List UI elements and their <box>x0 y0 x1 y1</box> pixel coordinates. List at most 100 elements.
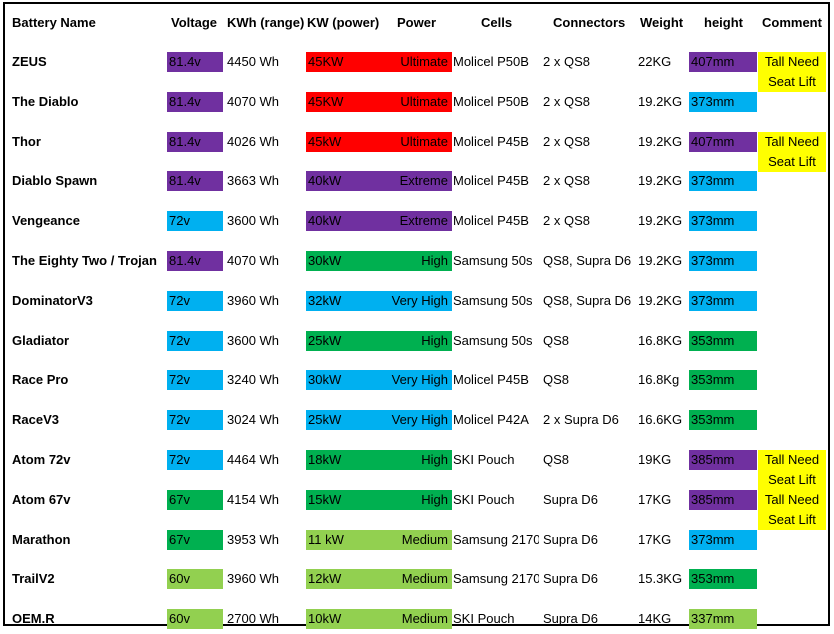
kw-cell: 30kW <box>308 372 342 387</box>
power-level-cell: Very High <box>391 412 448 427</box>
kw-cell: 12kW <box>308 571 342 586</box>
header-comment: Comment <box>762 15 822 30</box>
battery-spec-table: Battery Name Voltage KWh (range) KW (pow… <box>3 2 830 629</box>
kw-cell: 15kW <box>308 492 342 507</box>
voltage-cell: 81.4v <box>167 171 223 191</box>
table-row: Race Pro 72v 3240 Wh 30kW Very High Molicel P… <box>5 370 828 390</box>
weight-cell: 19KG <box>638 452 672 467</box>
weight-cell: 19.2KG <box>638 293 683 308</box>
power-level-cell: Very High <box>391 372 448 387</box>
power-band <box>306 52 452 72</box>
height-cell: 407mm <box>689 52 757 72</box>
power-band <box>306 569 452 589</box>
power-level-cell: Ultimate <box>400 134 448 149</box>
power-band <box>306 450 452 470</box>
kw-cell: 45kW <box>308 134 342 149</box>
power-band <box>306 211 452 231</box>
cells-cell: SKI Pouch <box>453 452 515 467</box>
header-battery-name: Battery Name <box>12 15 96 30</box>
table-row: Thor 81.4v 4026 Wh 45kW Ultimate Molicel P45B… <box>5 132 828 152</box>
power-level-cell: High <box>421 452 448 467</box>
kwh-cell: 4154 Wh <box>227 492 280 507</box>
weight-cell: 17KG <box>638 532 672 547</box>
table-row: RaceV3 72v 3024 Wh 25kW Very High Molicel P42… <box>5 410 828 430</box>
kwh-cell: 3024 Wh <box>227 412 280 427</box>
kwh-cell: 4450 Wh <box>227 54 280 69</box>
height-cell: 385mm <box>689 490 757 510</box>
voltage-cell: 81.4v <box>167 52 223 72</box>
battery-name-cell: Race Pro <box>12 372 69 387</box>
power-level-cell: High <box>421 492 448 507</box>
voltage-cell: 81.4v <box>167 92 223 112</box>
kw-cell: 40kW <box>308 213 342 228</box>
battery-name-cell: Atom 67v <box>12 492 71 507</box>
voltage-cell: 72v <box>167 450 223 470</box>
kw-cell: 45KW <box>308 54 344 69</box>
connectors-cell: Supra D6 <box>543 571 598 586</box>
kw-cell: 18kW <box>308 452 342 467</box>
connectors-cell: 2 x QS8 <box>543 173 590 188</box>
connectors-cell: QS8 <box>543 333 570 348</box>
table-row: The Eighty Two / Trojan 81.4v 4070 Wh 30kW H… <box>5 251 828 271</box>
cells-cell: Samsung 50s <box>453 253 533 268</box>
height-cell: 353mm <box>689 410 757 430</box>
connectors-cell: Supra D6 <box>543 611 598 626</box>
table-row: Diablo Spawn 81.4v 3663 Wh 40kW Extreme Molic… <box>5 171 828 191</box>
connectors-cell: 2 x QS8 <box>543 134 590 149</box>
cells-cell: Molicel P45B <box>453 372 529 387</box>
kw-cell: 32kW <box>308 293 342 308</box>
voltage-cell: 67v <box>167 530 223 550</box>
header-kwh-range: KWh (range) <box>227 15 305 30</box>
weight-cell: 16.8Kg <box>638 372 680 387</box>
height-cell: 337mm <box>689 609 757 629</box>
power-band <box>306 92 452 112</box>
comment-line: Seat Lift <box>768 74 816 89</box>
table-row: Marathon 67v 3953 Wh 11 kW Medium Samsung 217… <box>5 530 828 550</box>
kwh-cell: 3953 Wh <box>227 532 280 547</box>
battery-name-cell: Gladiator <box>12 333 70 348</box>
power-level-cell: High <box>421 253 448 268</box>
voltage-cell: 72v <box>167 410 223 430</box>
connectors-cell: 2 x QS8 <box>543 94 590 109</box>
height-cell: 373mm <box>689 251 757 271</box>
voltage-cell: 60v <box>167 609 223 629</box>
power-level-cell: Ultimate <box>400 54 448 69</box>
kwh-cell: 3663 Wh <box>227 173 280 188</box>
connectors-cell: Supra D6 <box>543 492 598 507</box>
weight-cell: 17KG <box>638 492 672 507</box>
kwh-cell: 3600 Wh <box>227 333 280 348</box>
header-voltage: Voltage <box>171 15 217 30</box>
comment-line: Tall Need <box>764 492 820 507</box>
kwh-cell: 2700 Wh <box>227 611 280 626</box>
cells-cell: SKI Pouch <box>453 611 515 626</box>
voltage-cell: 72v <box>167 370 223 390</box>
battery-name-cell: DominatorV3 <box>12 293 93 308</box>
connectors-cell: 2 x Supra D6 <box>543 412 619 427</box>
battery-name-cell: RaceV3 <box>12 412 59 427</box>
table-row: DominatorV3 72v 3960 Wh 32kW Very High Samsun… <box>5 291 828 311</box>
power-band <box>306 331 452 351</box>
kwh-cell: 3240 Wh <box>227 372 280 387</box>
power-level-cell: Medium <box>401 571 448 586</box>
comment-line: Tall Need <box>764 452 820 467</box>
voltage-cell: 72v <box>167 211 223 231</box>
battery-name-cell: Vengeance <box>12 213 80 228</box>
cells-cell: Samsung 2170 <box>453 571 539 586</box>
cells-cell: Molicel P45B <box>453 173 529 188</box>
kw-cell: 25kW <box>308 412 342 427</box>
weight-cell: 22KG <box>638 54 672 69</box>
cells-cell: Molicel P50B <box>453 54 529 69</box>
kw-cell: 30kW <box>308 253 342 268</box>
kwh-cell: 4070 Wh <box>227 253 280 268</box>
table-row: ZEUS 81.4v 4450 Wh 45KW Ultimate Molicel P50B… <box>5 52 828 72</box>
kwh-cell: 4464 Wh <box>227 452 280 467</box>
cells-cell: Molicel P42A <box>453 412 529 427</box>
comment-line: Seat Lift <box>768 154 816 169</box>
power-band <box>306 171 452 191</box>
battery-name-cell: Thor <box>12 134 41 149</box>
battery-name-cell: Diablo Spawn <box>12 173 98 188</box>
comment-cell: Tall Need Seat Lift <box>758 52 826 92</box>
power-band <box>306 291 452 311</box>
weight-cell: 19.2KG <box>638 213 683 228</box>
weight-cell: 19.2KG <box>638 253 683 268</box>
